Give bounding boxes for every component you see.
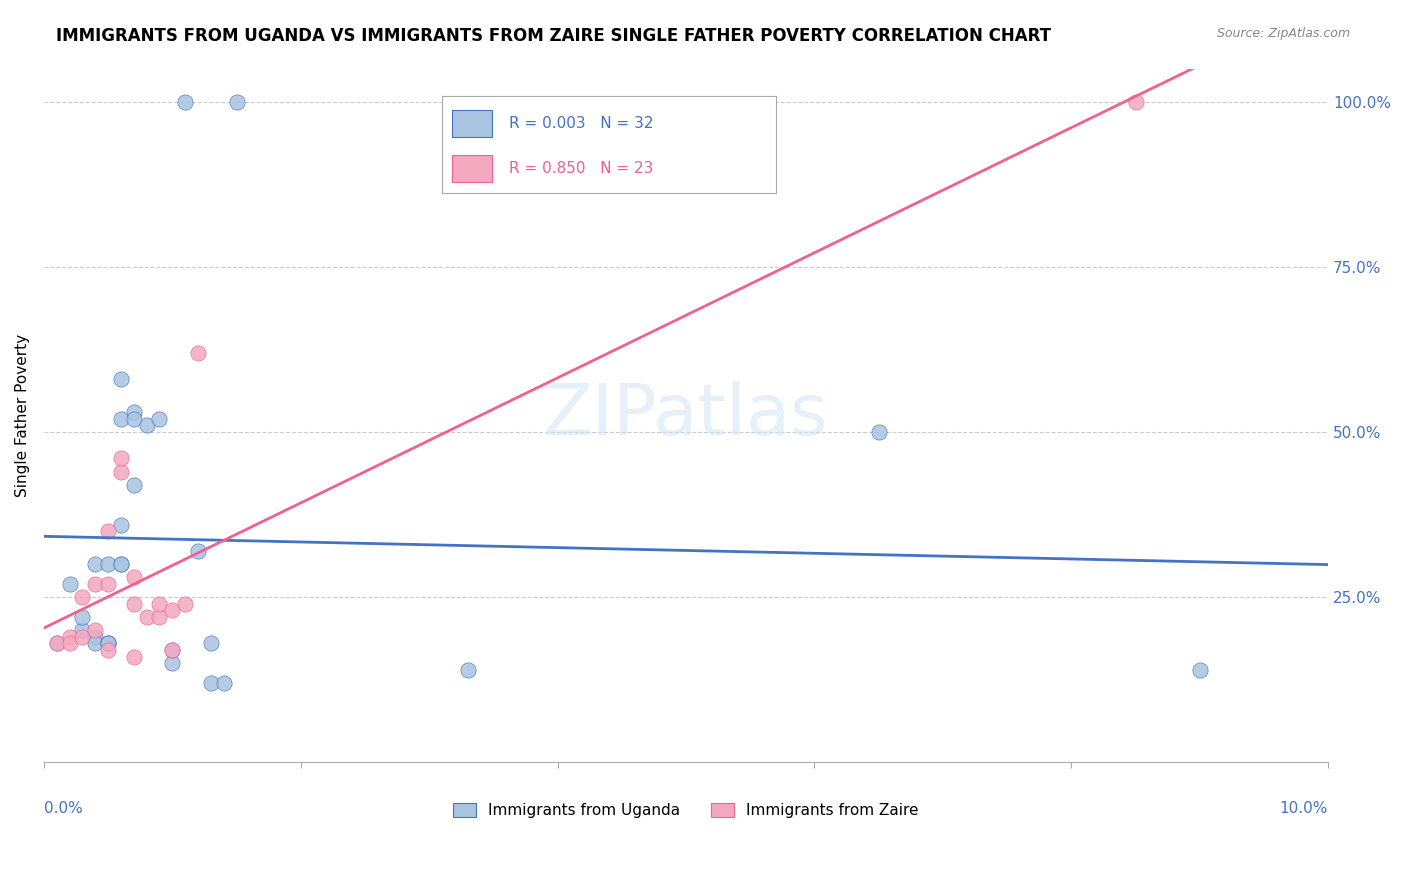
Point (225, 95, 247, 109)
Text: IMMIGRANTS FROM UGANDA VS IMMIGRANTS FROM ZAIRE SINGLE FATHER POVERTY CORRELATIO: IMMIGRANTS FROM UGANDA VS IMMIGRANTS FRO… (56, 27, 1052, 45)
Point (110, 411, 132, 425)
Point (187, 544, 209, 558)
Point (135, 610, 157, 624)
Point (110, 517, 132, 532)
Point (212, 676, 235, 690)
Point (72, 591, 94, 605)
Text: Source: ZipAtlas.com: Source: ZipAtlas.com (1216, 27, 1350, 40)
Point (148, 411, 170, 425)
Point (84, 630, 107, 644)
Point (58, 636, 80, 650)
Point (110, 557, 132, 571)
Point (110, 557, 132, 571)
Point (122, 597, 145, 611)
Point (148, 597, 170, 611)
Point (122, 570, 145, 584)
Point (58, 630, 80, 644)
Point (200, 676, 222, 690)
Point (122, 649, 145, 664)
Point (97, 636, 120, 650)
Point (84, 624, 107, 638)
Point (84, 636, 107, 650)
Point (174, 95, 197, 109)
Point (1188, 663, 1211, 677)
Point (122, 411, 145, 425)
Point (162, 657, 184, 671)
Point (72, 624, 94, 638)
Point (84, 557, 107, 571)
Point (97, 636, 120, 650)
Point (162, 643, 184, 657)
Point (72, 610, 94, 624)
Point (58, 577, 80, 591)
Point (45, 636, 67, 650)
Point (110, 465, 132, 479)
Point (97, 643, 120, 657)
Point (72, 630, 94, 644)
Point (135, 418, 157, 433)
Point (457, 663, 479, 677)
Point (110, 372, 132, 386)
Point (162, 603, 184, 617)
Y-axis label: Single Father Poverty: Single Father Poverty (15, 334, 30, 497)
Legend: Immigrants from Uganda, Immigrants from Zaire: Immigrants from Uganda, Immigrants from … (447, 797, 925, 824)
Point (868, 425, 890, 439)
Text: 10.0%: 10.0% (1279, 801, 1329, 816)
Point (148, 610, 170, 624)
Point (97, 524, 120, 538)
Point (45, 636, 67, 650)
Point (97, 577, 120, 591)
Point (187, 345, 209, 359)
Text: 0.0%: 0.0% (44, 801, 83, 816)
Point (174, 597, 197, 611)
Point (200, 636, 222, 650)
Point (162, 643, 184, 657)
Point (1125, 95, 1147, 109)
Point (122, 478, 145, 492)
Point (110, 451, 132, 466)
Point (122, 405, 145, 419)
Text: ZIPatlas: ZIPatlas (543, 381, 828, 450)
Point (97, 636, 120, 650)
Point (97, 557, 120, 571)
Point (84, 577, 107, 591)
